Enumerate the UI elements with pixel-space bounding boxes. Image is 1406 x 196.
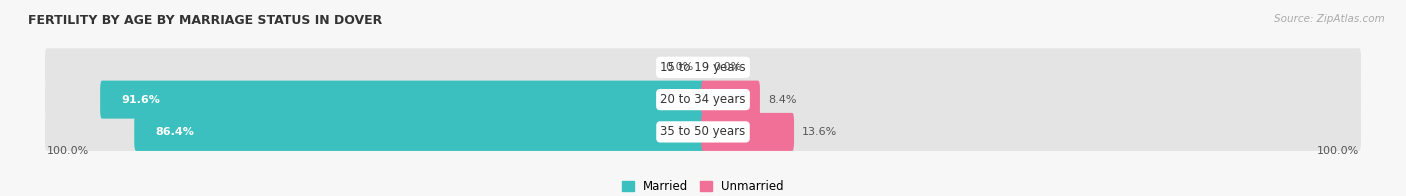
Text: 20 to 34 years: 20 to 34 years	[661, 93, 745, 106]
Text: 13.6%: 13.6%	[801, 127, 838, 137]
Text: 86.4%: 86.4%	[156, 127, 194, 137]
Legend: Married, Unmarried: Married, Unmarried	[621, 180, 785, 193]
Text: 100.0%: 100.0%	[46, 146, 89, 156]
FancyBboxPatch shape	[100, 81, 704, 119]
Text: Source: ZipAtlas.com: Source: ZipAtlas.com	[1274, 14, 1385, 24]
Text: 8.4%: 8.4%	[768, 95, 796, 105]
FancyBboxPatch shape	[45, 113, 1361, 151]
FancyBboxPatch shape	[702, 81, 761, 119]
Text: 100.0%: 100.0%	[1317, 146, 1360, 156]
FancyBboxPatch shape	[134, 113, 704, 151]
FancyBboxPatch shape	[702, 113, 794, 151]
Text: 35 to 50 years: 35 to 50 years	[661, 125, 745, 138]
Text: 15 to 19 years: 15 to 19 years	[661, 61, 745, 74]
FancyBboxPatch shape	[45, 48, 1361, 86]
Text: 0.0%: 0.0%	[713, 62, 741, 72]
Text: 91.6%: 91.6%	[122, 95, 160, 105]
FancyBboxPatch shape	[45, 81, 1361, 119]
Text: 0.0%: 0.0%	[665, 62, 693, 72]
Text: FERTILITY BY AGE BY MARRIAGE STATUS IN DOVER: FERTILITY BY AGE BY MARRIAGE STATUS IN D…	[28, 14, 382, 27]
